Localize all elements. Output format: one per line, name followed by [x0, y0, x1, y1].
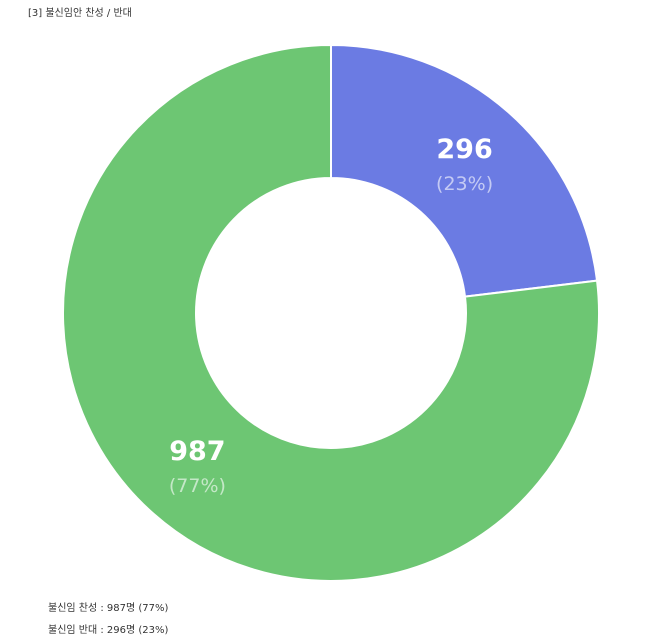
- value-label: 296: [436, 134, 492, 165]
- percent-label: (23%): [436, 173, 493, 195]
- note: 불신임 반대 : 296명 (23%): [48, 623, 168, 636]
- donut-slice: [330, 43, 599, 298]
- chart-title: [3] 불신임안 찬성 / 반대: [28, 6, 132, 19]
- donut-slice: [62, 43, 600, 582]
- value-label: 987: [169, 436, 225, 467]
- percent-label: (77%): [169, 475, 226, 497]
- note: 불신임 찬성 : 987명 (77%): [48, 601, 168, 614]
